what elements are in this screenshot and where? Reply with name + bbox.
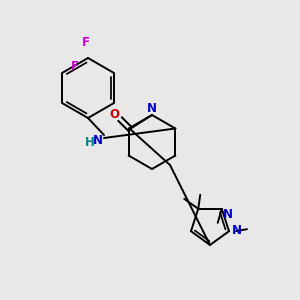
Text: H: H [85,136,95,149]
Text: N: N [147,101,157,115]
Text: O: O [109,109,119,122]
Text: N: N [223,208,233,221]
Text: F: F [82,36,90,49]
Text: N: N [93,134,103,146]
Text: F: F [71,61,79,74]
Text: N: N [232,224,242,237]
